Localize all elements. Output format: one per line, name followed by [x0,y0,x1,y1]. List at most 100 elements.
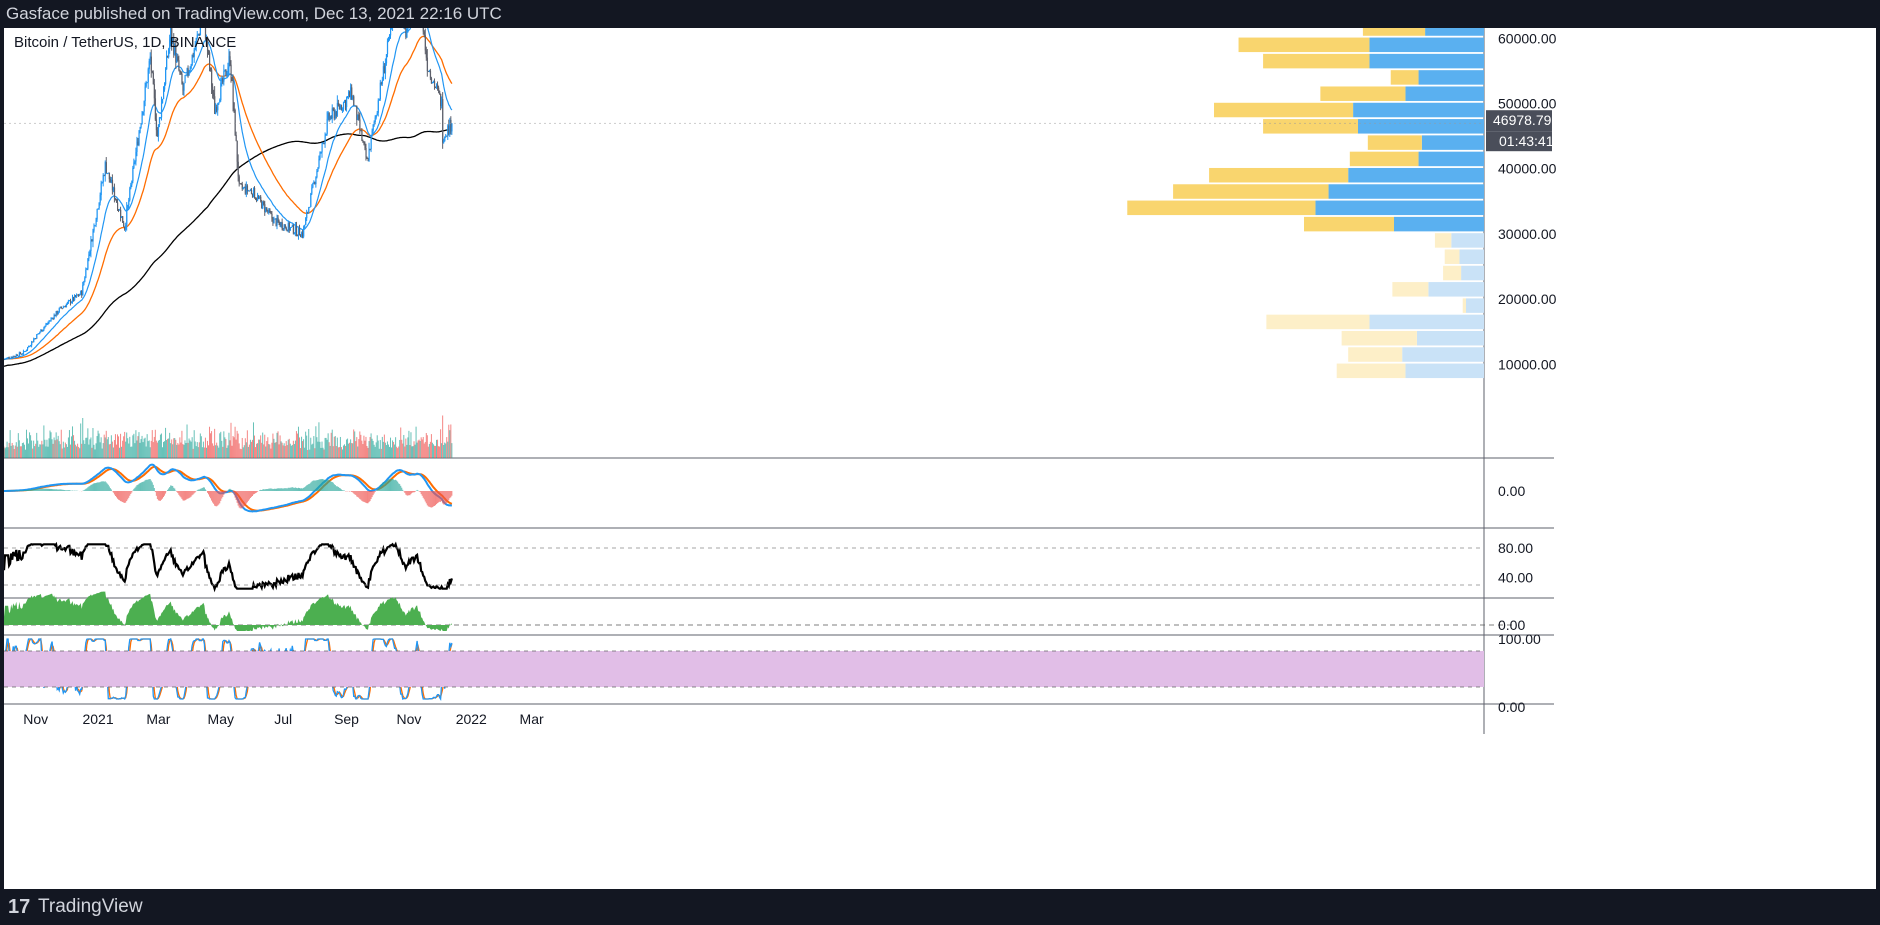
candle-body [234,110,236,135]
candle-body [441,99,443,106]
candle-body [238,176,240,184]
x-tick-label: Jul [274,711,292,727]
vp-bar-up [1328,184,1484,199]
candle-body [28,346,30,348]
candle-body [124,226,126,230]
volume-bar [83,440,85,458]
candle-body [20,353,23,355]
volume-bar [311,444,313,458]
volume-bar [40,444,42,458]
volume-bar [171,439,173,458]
candle-body [66,302,69,305]
candle-body [247,190,250,192]
candle-body [437,84,439,88]
volume-bar [320,447,322,458]
candles [3,0,453,361]
volume-bar [430,434,432,458]
volume-bar [147,441,149,458]
candle-body [436,84,438,88]
volume-bar [53,437,55,458]
volume-bar [22,442,24,458]
candle-body [121,216,123,218]
candle-body [108,172,111,180]
candle-body [37,333,39,335]
volume-bar [222,446,224,458]
candle-body [318,158,320,168]
candle-body [252,187,255,197]
candle-body [45,324,47,326]
volume-bar [15,442,17,458]
volume-bar [440,429,442,458]
candle-body [277,217,279,222]
candle-body [43,327,45,330]
volume-bar [105,430,107,458]
volume-bar [126,432,128,458]
stoch-k-line [3,638,453,701]
candle-body [330,116,332,119]
volume-bar [326,439,328,458]
candle-body [174,45,176,55]
candle-body [35,338,37,340]
candle-body [423,31,425,36]
volume-bar [14,445,16,458]
volume-bar [446,437,448,458]
volume-bar [11,442,13,458]
volume-bar [331,429,333,458]
volume-bar [95,443,97,458]
volume-bar [89,439,91,458]
volume-bar [92,428,94,458]
volume-bar [194,441,196,458]
volume-bar [213,445,215,458]
volume-bar [118,436,120,458]
candle-body [158,117,161,125]
candle-body [160,103,163,118]
candle-body [236,140,238,162]
volume-bar [278,444,280,458]
candle-body [258,196,260,199]
volume-bar [45,446,47,458]
candle-body [232,80,234,103]
volume-bar [420,437,422,458]
volume-bar [358,439,360,458]
candle-body [130,184,132,189]
volume-bar [281,442,283,458]
volume-bar [100,437,102,458]
vp-bar-down [1443,265,1462,281]
candle-body [304,224,306,228]
volume-bar [345,445,347,458]
volume-bar [13,448,15,458]
candle-body [444,136,446,142]
candle-body [81,290,83,296]
volume-bar [74,440,76,458]
countdown-label: 01:43:41 [1499,133,1554,149]
candle-body [317,167,319,171]
candle-body [42,329,44,332]
volume-bar [216,442,218,458]
volume-bar [309,449,311,458]
volume-bar [353,429,355,458]
volume-bar [385,445,387,458]
candle-body [97,208,99,210]
vp-bar-down [1238,37,1370,53]
candle-body [362,140,364,142]
candle-body [105,162,107,174]
volume-bar [232,436,234,458]
candle-body [323,142,325,144]
candle-body [205,37,208,40]
volume-bar [401,439,403,458]
vp-bar-up [1315,200,1484,216]
candle-body [294,226,297,233]
volume-bar [32,448,34,458]
volume-bar [151,430,153,458]
volume-bar [443,444,445,458]
volume-bar [410,432,412,458]
volume-bar [127,438,129,458]
candle-body [307,212,309,214]
candle-body [173,38,175,55]
vp-bar-down [1263,53,1370,69]
volume-bar [371,438,373,458]
candle-body [79,294,81,296]
volume-bar [292,440,294,458]
chart-canvas[interactable]: 70000.0060000.0050000.0040000.0030000.00… [2,0,1876,889]
chart-container[interactable]: 70000.0060000.0050000.0040000.0030000.00… [2,0,1876,889]
